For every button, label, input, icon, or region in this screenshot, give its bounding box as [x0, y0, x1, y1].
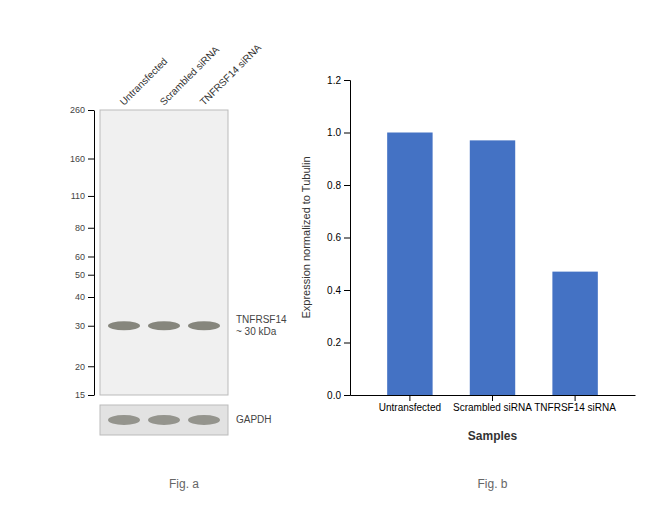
- tick: 30: [75, 321, 94, 331]
- tick-mark: [344, 290, 350, 291]
- tick: Untransfected: [379, 395, 441, 413]
- tick: 80: [75, 223, 94, 233]
- y-axis-title: Expression normalized to Tubulin: [300, 156, 312, 318]
- y-axis: 0.0 0.2 0.4 0.6 0.8 1.0 1.2: [327, 75, 350, 401]
- band: [108, 321, 140, 330]
- tick: 15: [75, 390, 94, 400]
- tick-label: 20: [75, 362, 85, 372]
- bands: [108, 321, 220, 330]
- tick-mark: [88, 366, 94, 367]
- tick-mark: [88, 297, 94, 298]
- tick-mark: [88, 275, 94, 276]
- x-axis: Untransfected Scrambled siRNATNFRSF14 siR…: [351, 395, 636, 413]
- tick-mark: [88, 159, 94, 160]
- tick: TNFRSF14 siRNA: [198, 42, 264, 108]
- bar: [552, 272, 597, 395]
- tick-mark: [88, 196, 94, 197]
- tick-label: Scrambled siRNA: [453, 402, 532, 413]
- tick: 50: [75, 270, 94, 280]
- gel: [100, 110, 228, 395]
- tick: 260: [70, 105, 94, 115]
- tick-label: 160: [70, 154, 85, 164]
- tick: 0.8: [327, 180, 350, 191]
- tick-label: 40: [75, 292, 85, 302]
- tick: 0.4: [327, 285, 350, 296]
- tick-label: 50: [75, 270, 85, 280]
- tick: 110: [71, 191, 94, 201]
- tick: 0.0: [327, 390, 350, 401]
- control-band: [188, 415, 220, 425]
- lane-axis: UntransfectedScrambled siRNATNFRSF14 siR…: [118, 42, 264, 108]
- tick-label: Untransfected: [379, 402, 441, 413]
- tick-label: 30: [75, 321, 85, 331]
- tick: 160: [70, 154, 94, 164]
- tick-mark: [344, 395, 350, 396]
- tick: TNFRSF14 siRNA: [534, 395, 616, 413]
- tick: 40: [75, 292, 94, 302]
- bar: [470, 140, 515, 395]
- tick-label: 1.0: [327, 127, 341, 138]
- tick-mark: [88, 326, 94, 327]
- tick-label: 260: [70, 105, 85, 115]
- tick: 1.2: [327, 75, 350, 86]
- chart-root: 260 160 110 80 60 50 40 30 20 15 Untransfected Scra…: [0, 0, 650, 507]
- tick-label: 0.0: [327, 390, 341, 401]
- tick-label: TNFRSF14 siRNA: [198, 42, 264, 108]
- annotation: GAPDH: [236, 414, 272, 425]
- band: [188, 321, 220, 330]
- tick-mark: [409, 395, 410, 401]
- tick-mark: [344, 238, 350, 239]
- tick-label: 60: [75, 252, 85, 262]
- control-band: [148, 415, 180, 425]
- tick-label: 80: [75, 223, 85, 233]
- bar: [387, 133, 432, 396]
- tick-label: 0.8: [327, 180, 341, 191]
- tick: 1.0: [327, 127, 350, 138]
- tick-mark: [88, 110, 94, 111]
- control-bands: [108, 415, 220, 425]
- band: [148, 321, 180, 330]
- tick-label: 0.6: [327, 232, 341, 243]
- tick-mark: [575, 395, 576, 401]
- bar-panel: 0.0 0.2 0.4 0.6 0.8 1.0 1.2 Untransfected Scramb…: [300, 75, 636, 491]
- tick: 20: [75, 362, 94, 372]
- axis-line: [94, 111, 95, 396]
- tick-label: 15: [75, 390, 85, 400]
- tick-label: 0.2: [327, 337, 341, 348]
- annotation-line: GAPDH: [236, 414, 272, 425]
- tick-mark: [344, 133, 350, 134]
- bars: [387, 133, 598, 396]
- tick-label: TNFRSF14 siRNA: [534, 402, 616, 413]
- gel-control: [100, 405, 228, 435]
- tick: 0.2: [327, 337, 350, 348]
- tick-mark: [88, 256, 94, 257]
- panel-title: Fig. a: [169, 477, 199, 491]
- tick-label: 110: [71, 191, 85, 201]
- x-axis-title: Samples: [468, 429, 518, 443]
- panel-title: Fig. b: [477, 477, 507, 491]
- tick-mark: [88, 228, 94, 229]
- axis-line: [344, 81, 351, 396]
- tick: 60: [75, 252, 94, 262]
- tick-mark: [492, 395, 493, 401]
- tick-label: 1.2: [327, 75, 341, 86]
- tick-label: 0.4: [327, 285, 341, 296]
- tick-mark: [344, 80, 350, 81]
- control-band: [108, 415, 140, 425]
- annotation: TNFRSF14~ 30 kDa: [236, 313, 287, 336]
- blot-panel: 260 160 110 80 60 50 40 30 20 15 UntransfectedScra…: [70, 42, 287, 491]
- annotation-line: ~ 30 kDa: [236, 325, 277, 336]
- tick-mark: [344, 343, 350, 344]
- tick-mark: [88, 395, 94, 396]
- tick-mark: [344, 185, 350, 186]
- tick: Scrambled siRNA: [453, 395, 532, 413]
- y-axis: 260 160 110 80 60 50 40 30 20 15: [70, 105, 95, 400]
- tick: 0.6: [327, 232, 350, 243]
- annotation-line: TNFRSF14: [236, 313, 287, 324]
